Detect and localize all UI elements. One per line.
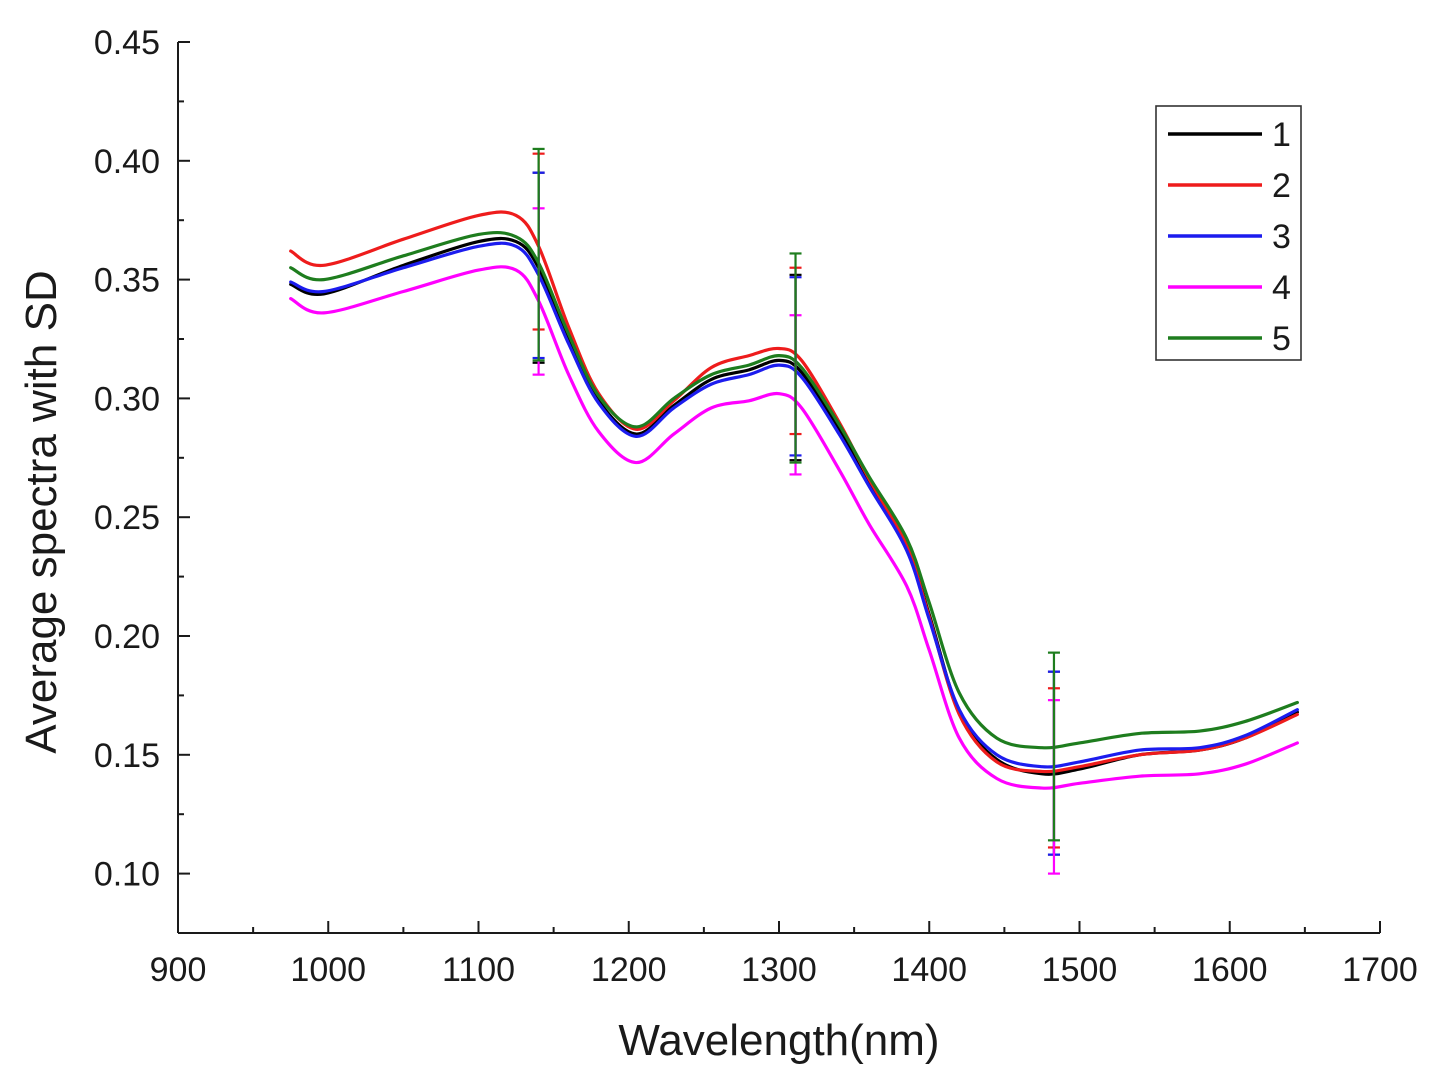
legend-item-3: 3 bbox=[1168, 218, 1291, 256]
y-axis-ticks: 0.10 0.15 0.20 0.25 0.30 0.35 0.40 0.45 bbox=[94, 24, 190, 934]
y-axis-title: Average spectra with SD bbox=[17, 270, 66, 753]
y-tick-label: 0.30 bbox=[94, 380, 160, 418]
y-tick-label: 0.20 bbox=[94, 618, 160, 656]
x-tick-label: 900 bbox=[150, 951, 207, 989]
x-tick-label: 1300 bbox=[741, 951, 817, 989]
y-tick-label: 0.10 bbox=[94, 856, 160, 894]
error-bar-layer bbox=[532, 147, 1060, 875]
legend-label: 3 bbox=[1272, 218, 1291, 256]
series-line-4 bbox=[289, 265, 1299, 790]
series-line-1 bbox=[289, 236, 1299, 776]
x-tick-label: 1700 bbox=[1342, 951, 1418, 989]
legend-item-2: 2 bbox=[1168, 167, 1291, 205]
legend-item-4: 4 bbox=[1168, 269, 1291, 307]
legend-item-1: 1 bbox=[1168, 116, 1291, 154]
y-tick-label: 0.45 bbox=[94, 24, 160, 62]
x-axis-title: Wavelength(nm) bbox=[618, 1016, 939, 1065]
legend-item-5: 5 bbox=[1168, 320, 1291, 358]
x-tick-label: 1600 bbox=[1192, 951, 1268, 989]
x-tick-label: 1200 bbox=[591, 951, 667, 989]
x-axis-ticks: 900 1000 1100 1200 1300 1400 1500 1600 1700 bbox=[150, 921, 1418, 989]
x-tick-label: 1400 bbox=[891, 951, 967, 989]
series-line-2 bbox=[289, 210, 1299, 774]
series-layer bbox=[289, 210, 1299, 790]
y-tick-label: 0.15 bbox=[94, 737, 160, 775]
legend: 1 2 3 4 5 bbox=[1155, 105, 1302, 361]
error-bar-5 bbox=[789, 252, 802, 464]
legend-box bbox=[1155, 105, 1302, 361]
series-line-3 bbox=[289, 241, 1299, 769]
y-tick-label: 0.35 bbox=[94, 262, 160, 300]
legend-label: 5 bbox=[1272, 320, 1291, 358]
error-bar-5 bbox=[1047, 651, 1060, 842]
y-tick-label: 0.40 bbox=[94, 143, 160, 181]
series-line-5 bbox=[289, 230, 1299, 750]
x-tick-label: 1100 bbox=[442, 951, 515, 989]
x-tick-label: 1500 bbox=[1042, 951, 1118, 989]
y-tick-label: 0.25 bbox=[94, 499, 160, 537]
legend-label: 1 bbox=[1272, 116, 1291, 154]
legend-label: 2 bbox=[1272, 167, 1291, 205]
error-bar-5 bbox=[532, 147, 545, 362]
x-tick-label: 1000 bbox=[290, 951, 366, 989]
legend-label: 4 bbox=[1272, 269, 1291, 307]
